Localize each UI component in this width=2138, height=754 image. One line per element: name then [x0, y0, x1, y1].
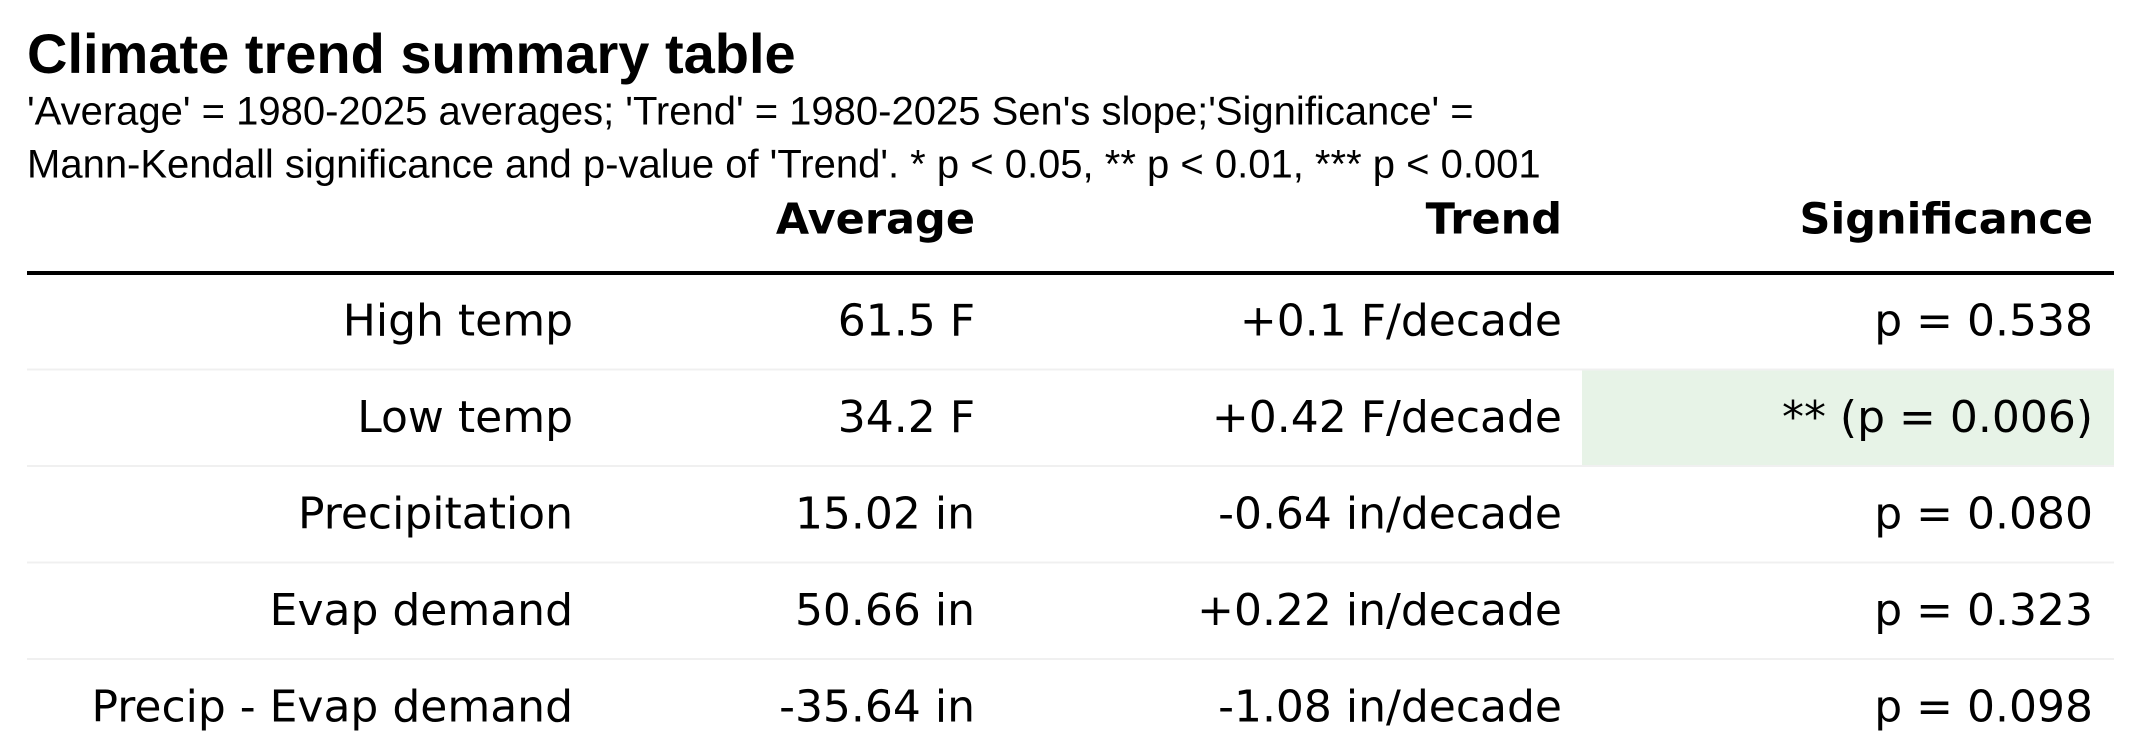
cell: -0.64 in/decade — [1218, 488, 1562, 539]
cell: +0.22 in/decade — [1197, 585, 1562, 636]
cell: p = 0.098 — [1874, 681, 2093, 732]
column-header: Trend — [1426, 195, 1562, 245]
column-header: Significance — [1800, 195, 2093, 245]
highlight-cell — [1582, 370, 2114, 465]
table: Average Trend Significance High temp 61.5 F +… — [27, 195, 2114, 732]
cell: 61.5 F — [838, 295, 975, 346]
row-label: Precipitation — [298, 488, 573, 539]
title: Climate trend summary table — [27, 22, 796, 85]
cell: +0.42 F/decade — [1212, 392, 1562, 443]
cell: 15.02 in — [795, 488, 975, 539]
row-label: Low temp — [357, 392, 573, 443]
row-label: Evap demand — [270, 585, 573, 636]
cell: -1.08 in/decade — [1218, 681, 1562, 732]
subtitle-line: 'Average' = 1980-2025 averages; 'Trend' … — [27, 90, 1474, 134]
cell: +0.1 F/decade — [1240, 295, 1562, 346]
cell: -35.64 in — [779, 681, 975, 732]
column-header: Average — [776, 195, 975, 245]
cell: p = 0.080 — [1874, 488, 2093, 539]
cell: 50.66 in — [795, 585, 975, 636]
cell: 34.2 F — [838, 392, 975, 443]
cell: p = 0.323 — [1874, 585, 2093, 636]
row-label: Precip - Evap demand — [91, 681, 573, 732]
row-label: High temp — [343, 295, 573, 346]
subtitle-line: Mann-Kendall significance and p-value of… — [27, 143, 1541, 187]
cell: ** (p = 0.006) — [1782, 392, 2093, 443]
cell: p = 0.538 — [1874, 295, 2093, 346]
